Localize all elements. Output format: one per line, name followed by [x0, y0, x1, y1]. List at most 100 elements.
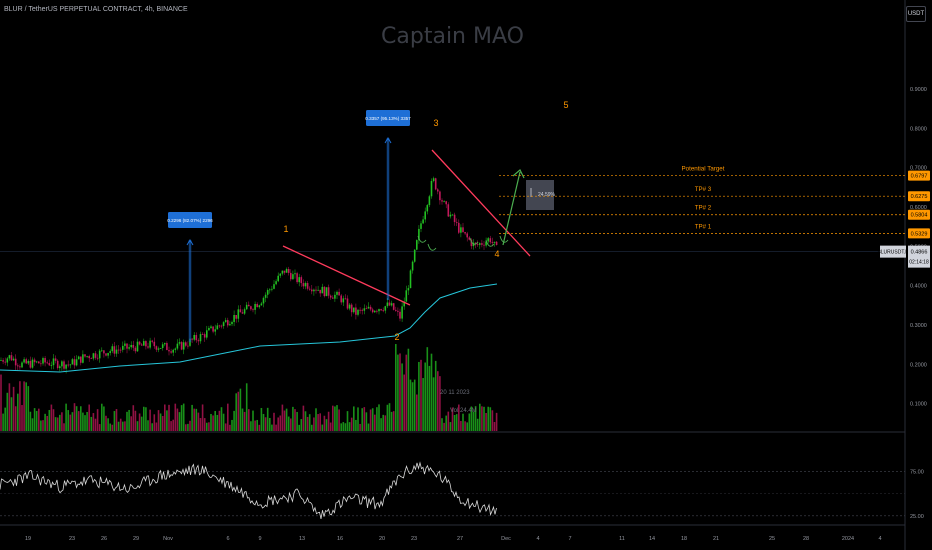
current-price-badge	[908, 245, 930, 268]
volume-bar	[75, 406, 78, 431]
volume-bar	[86, 411, 88, 431]
candle-body	[357, 309, 359, 315]
time-tick-label: 9	[258, 536, 261, 542]
candle-body	[353, 307, 355, 313]
volume-bar	[23, 381, 25, 431]
volume-bar	[229, 424, 231, 431]
volume-bar	[182, 403, 185, 431]
volume-bar	[231, 419, 233, 431]
candle-body	[359, 309, 361, 311]
volume-bar	[411, 382, 414, 431]
candle-body	[434, 178, 437, 190]
candle-body	[346, 298, 349, 309]
currency-button[interactable]: USDT	[906, 6, 926, 22]
rsi-line	[0, 461, 497, 519]
candle-body	[279, 273, 282, 276]
time-tick-label: 16	[337, 536, 343, 542]
volume-bar	[405, 354, 408, 431]
time-tick-label: 14	[649, 536, 655, 542]
volume-bar	[365, 412, 368, 431]
volume-bar	[143, 406, 145, 431]
volume-bar	[124, 421, 126, 431]
candle-body	[336, 291, 338, 295]
candle-body	[105, 353, 107, 356]
time-tick-label: 2024	[842, 536, 854, 542]
candle-body	[325, 287, 328, 297]
volume-bar	[25, 382, 27, 431]
candle-body	[124, 343, 126, 346]
volume-bar	[290, 418, 292, 431]
time-tick-label: 23	[69, 536, 75, 542]
volume-bar	[348, 422, 351, 431]
volume-bar	[403, 374, 405, 431]
volume-bar	[155, 422, 158, 431]
volume-bar	[126, 411, 128, 431]
volume-bar	[17, 393, 19, 431]
volume-bar	[285, 408, 288, 431]
swing-arrow	[427, 243, 437, 251]
volume-bar	[224, 423, 227, 431]
volume-bar	[441, 418, 443, 431]
candle-body	[134, 347, 137, 352]
candle-body	[449, 214, 452, 217]
candle-body	[63, 361, 65, 369]
candle-body	[292, 274, 294, 280]
candle-body	[367, 306, 370, 309]
volume-bar	[21, 405, 23, 431]
candle-body	[269, 289, 271, 291]
volume-bar	[432, 377, 435, 431]
volume-bar	[111, 424, 114, 431]
candles	[0, 176, 498, 374]
volume-bar	[0, 374, 2, 431]
candle-body	[250, 306, 252, 310]
candle-body	[491, 242, 494, 244]
volume-bar	[166, 410, 168, 431]
candle-body	[94, 353, 97, 358]
time-tick-label: 11	[619, 536, 625, 542]
candle-body	[149, 340, 151, 348]
candle-body	[306, 283, 309, 289]
volume-bar	[384, 415, 387, 431]
volume-bar	[493, 422, 496, 431]
candle-body	[195, 335, 198, 341]
candle-body	[27, 361, 30, 364]
volume-bar	[119, 418, 122, 431]
candle-body	[474, 242, 477, 245]
volume-bar	[367, 423, 370, 431]
price-badge-label: 0.5329	[911, 231, 928, 237]
volume-bar	[292, 406, 294, 431]
candle-body	[245, 304, 248, 310]
candle-body	[90, 358, 93, 359]
candle-body	[271, 288, 273, 290]
volume-bar	[6, 392, 9, 431]
volume-bar	[346, 411, 349, 431]
candle-body	[201, 334, 204, 335]
volume-bars	[0, 344, 498, 431]
volume-bar	[266, 407, 269, 431]
countdown-label: 02:14:18	[909, 260, 929, 266]
time-tick-label: 29	[133, 536, 139, 542]
volume-bar	[390, 411, 393, 431]
candle-body	[44, 358, 46, 363]
candle-body	[481, 243, 483, 245]
candle-body	[241, 312, 244, 314]
volume-bar	[134, 410, 137, 431]
trend-line-2	[431, 149, 531, 257]
volume-bar	[332, 405, 334, 431]
volume-bar	[14, 406, 17, 431]
candle-body	[319, 289, 321, 294]
volume-bar	[201, 404, 204, 431]
candle-body	[466, 233, 468, 238]
candle-body	[323, 286, 326, 297]
volume-bar	[250, 421, 252, 431]
candle-body	[231, 321, 233, 325]
volume-bar	[203, 418, 206, 431]
volume-bar	[54, 417, 57, 431]
projection-arrowhead	[512, 169, 525, 179]
candle-body	[317, 289, 319, 291]
volume-bar	[350, 417, 353, 431]
volume-bar	[170, 421, 172, 431]
current-price-label: 0.4866	[911, 250, 928, 256]
candle-body	[468, 237, 471, 240]
